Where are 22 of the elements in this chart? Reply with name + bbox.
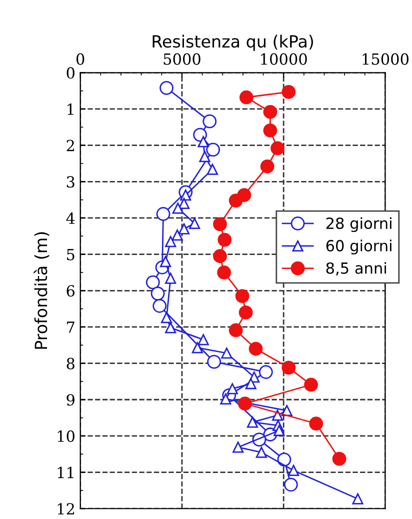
legend-label: 60 giorni	[326, 240, 392, 254]
y-tick-label: 2	[66, 140, 74, 152]
y-axis-title: Profondità (m)	[34, 232, 50, 349]
x-tick-label: 15000	[362, 53, 409, 65]
y-tick-label: 4	[66, 212, 75, 224]
y-tick-label: 5	[67, 248, 74, 260]
y-tick-label: 11	[58, 466, 74, 478]
y-tick-label: 0	[66, 67, 74, 79]
y-tick-label: 1	[68, 103, 74, 115]
y-tick-label: 3	[66, 176, 74, 188]
y-tick-label: 10	[58, 430, 74, 442]
y-tick-label: 8	[66, 358, 74, 370]
x-tick-label: 10000	[261, 53, 307, 65]
legend-label: 28 giorni	[326, 217, 392, 232]
x-axis-title: Resistenza qu (kPa)	[152, 34, 313, 51]
y-tick-label: 6	[66, 285, 75, 297]
x-tick-label: 5000	[164, 53, 200, 65]
y-tick-label: 9	[66, 394, 74, 406]
y-tick-label: 12	[58, 503, 74, 514]
y-tick-label: 7	[67, 322, 74, 333]
legend-label: 8,5 anni	[326, 262, 386, 276]
x-tick-label: 0	[76, 53, 84, 65]
